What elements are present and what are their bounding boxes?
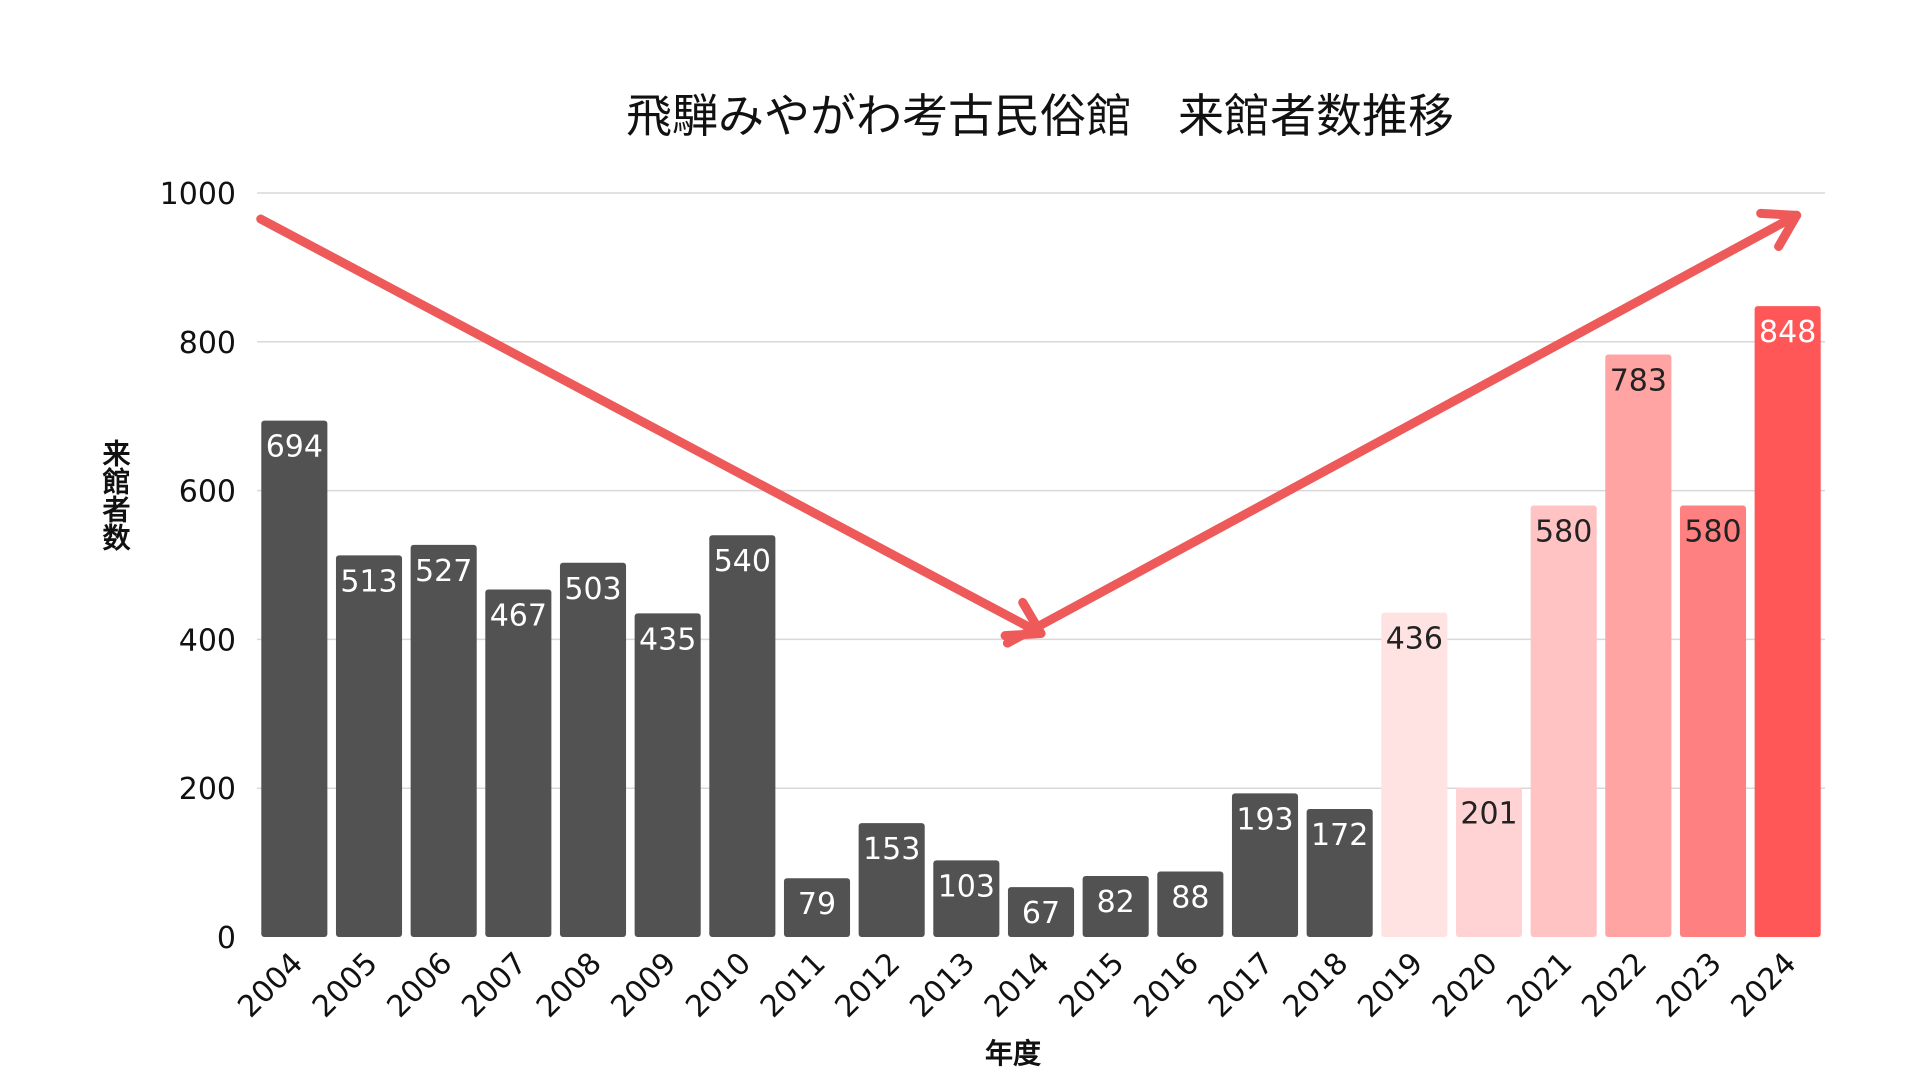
x-tick-label: 2009 [605,946,684,1025]
x-tick-label: 2013 [903,946,982,1025]
data-label-2013: 103 [938,869,995,904]
bar-2022 [1605,354,1672,937]
bar-2009 [634,613,701,937]
y-axis-label: 来館者数 [99,439,132,552]
data-label-2015: 82 [1097,885,1135,920]
data-label-2019: 436 [1386,622,1443,657]
bars [261,306,1821,937]
bar-2020 [1455,787,1523,937]
bar-2024 [1754,306,1821,937]
data-label-2007: 467 [490,599,547,634]
trend-arrow-line [1002,210,1802,648]
chart-title: 飛騨みやがわ考古民俗館 来館者数推移 [626,89,1454,143]
bar-2023 [1679,505,1747,937]
x-tick-label: 2010 [679,946,758,1025]
y-tick-label: 0 [217,921,236,956]
data-label-2018: 172 [1311,818,1368,853]
x-tick-label: 2008 [530,946,609,1025]
data-label-2009: 435 [639,622,696,657]
data-label-2022: 783 [1610,363,1667,398]
trend-arrow-head [1756,208,1802,251]
y-tick-label: 600 [179,475,236,510]
data-label-2021: 580 [1535,514,1592,549]
data-label-2012: 153 [863,832,920,867]
x-tick-label: 2014 [978,946,1057,1025]
x-tick-label: 2007 [455,946,534,1025]
data-label-2023: 580 [1684,514,1741,549]
bar-2018 [1306,809,1373,937]
y-tick-label: 1000 [160,177,236,212]
data-label-2024: 848 [1759,315,1816,350]
data-label-2008: 503 [564,572,621,607]
x-axis-label: 年度 [985,1037,1041,1070]
bar-2010 [709,535,776,937]
x-tick-label: 2016 [1127,946,1206,1025]
x-tick-label: 2005 [306,946,385,1025]
bar-2016 [1157,871,1224,937]
trend-arrow-line [256,214,1046,638]
data-label-2010: 540 [714,544,771,579]
bar-2013 [933,860,1000,937]
y-tick-label: 200 [179,772,236,807]
data-label-2004: 694 [266,430,323,465]
bar-2008 [559,562,627,937]
bar-2004 [261,420,328,937]
x-tick-label: 2012 [829,946,908,1025]
y-axis-ticks: 0 200 400 600 800 1000 [160,177,236,956]
x-tick-label: 2017 [1202,946,1281,1025]
data-label-2014: 67 [1022,896,1060,931]
x-tick-label: 2022 [1575,946,1654,1025]
data-label-2017: 193 [1236,802,1293,837]
bar-2017 [1231,793,1299,937]
data-label-2011: 79 [798,887,836,922]
x-tick-label: 2004 [231,946,310,1025]
data-label-2016: 88 [1171,881,1209,916]
bar-2011 [783,878,851,937]
x-tick-label: 2018 [1277,946,1356,1025]
y-tick-label: 800 [179,326,236,361]
bar-2006 [410,544,477,937]
x-tick-label: 2023 [1650,946,1729,1025]
x-tick-label: 2011 [754,946,833,1025]
bar-2005 [335,555,403,937]
x-tick-label: 2024 [1725,946,1804,1025]
bar-2007 [485,589,552,937]
data-label-2006: 527 [415,554,472,589]
bar-2014 [1007,887,1075,937]
data-label-2020: 201 [1460,796,1517,831]
y-tick-label: 400 [179,623,236,658]
x-tick-label: 2006 [381,946,460,1025]
bar-2012 [858,823,925,937]
x-tick-label: 2019 [1351,946,1430,1025]
data-label-2005: 513 [340,564,397,599]
x-tick-label: 2020 [1426,946,1505,1025]
bar-2015 [1082,875,1149,937]
x-tick-label: 2015 [1053,946,1132,1025]
data-labels: 694 513 527 467 503 435 540 79 153 103 67 82 88 193 17… [266,315,1817,931]
x-axis-ticks: 2004200520062007200820092010201120122013… [231,946,1803,1025]
bar-2021 [1530,505,1597,937]
trend-arrows [256,208,1802,648]
bar-2019 [1381,612,1448,937]
x-tick-label: 2021 [1501,946,1580,1025]
